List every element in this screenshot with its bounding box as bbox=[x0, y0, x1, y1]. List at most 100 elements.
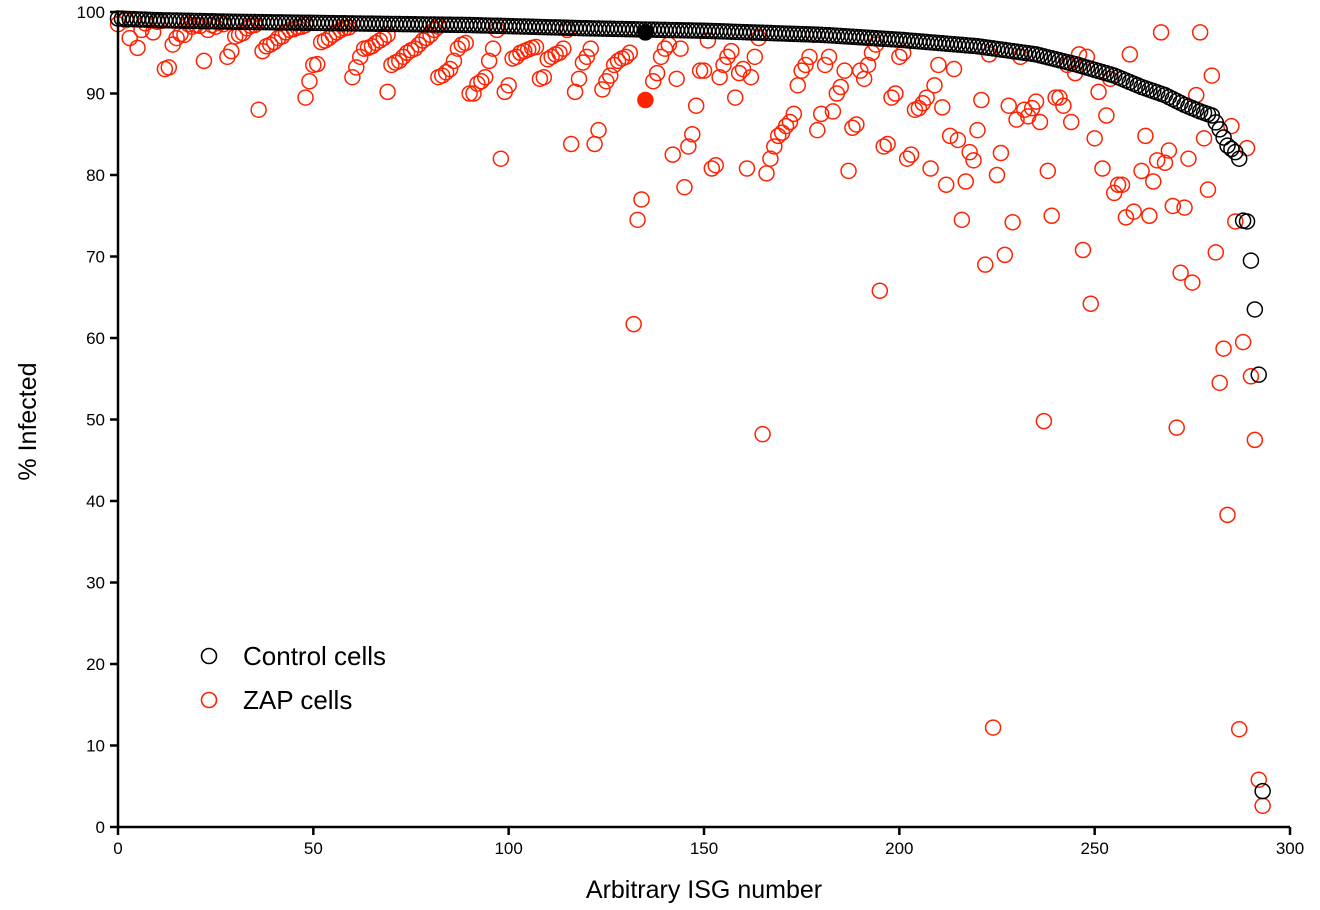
zap-cell-point bbox=[1199, 181, 1217, 198]
zap-cell-point bbox=[527, 38, 545, 56]
zap-cell-point bbox=[769, 127, 787, 145]
zap-cell-point bbox=[461, 85, 478, 102]
zap-cell-point bbox=[144, 24, 162, 41]
zap-cell-point bbox=[1168, 419, 1185, 436]
zap-cell-point bbox=[891, 48, 908, 66]
zap-cell-point bbox=[977, 256, 994, 273]
zap-cell-point bbox=[570, 70, 588, 88]
zap-cell-point bbox=[621, 44, 639, 61]
zap-cell-point bbox=[1047, 89, 1064, 106]
zap-cell-point bbox=[160, 59, 178, 76]
y-tick-label: 90 bbox=[86, 85, 105, 104]
control-highlighted-point bbox=[637, 24, 654, 41]
zap-cell-point bbox=[1227, 213, 1244, 230]
zap-cell-point bbox=[812, 105, 830, 123]
zap-cell-point bbox=[793, 62, 810, 79]
zap-cell-point bbox=[1246, 431, 1264, 449]
zap-cell-point bbox=[480, 52, 498, 70]
zap-cell-point bbox=[687, 97, 705, 114]
zap-cell-point bbox=[1090, 83, 1107, 101]
zap-cell-point bbox=[742, 68, 760, 86]
control-cell-point bbox=[1250, 366, 1267, 383]
zap-cell-point bbox=[707, 156, 724, 174]
control-cell-point bbox=[1211, 121, 1228, 138]
zap-cell-point bbox=[1223, 117, 1240, 135]
zap-cell-point bbox=[379, 26, 396, 44]
zap-cell-point bbox=[1121, 46, 1139, 63]
control-cell-point bbox=[1242, 252, 1260, 269]
zap-cell-point bbox=[629, 211, 646, 229]
zap-cell-point bbox=[691, 62, 709, 79]
zap-cell-point bbox=[832, 78, 849, 96]
zap-cell-point bbox=[582, 40, 599, 57]
zap-cell-point bbox=[754, 425, 771, 443]
zap-highlighted-point bbox=[637, 91, 654, 109]
zap-cell-point bbox=[762, 150, 779, 167]
zap-cell-point bbox=[598, 73, 615, 90]
zap-cell-point bbox=[676, 178, 693, 196]
zap-cell-point bbox=[1242, 368, 1260, 385]
zap-cell-point bbox=[668, 70, 685, 88]
zap-cell-point bbox=[344, 68, 361, 86]
zap-cell-point bbox=[1055, 97, 1072, 114]
zap-cell-point bbox=[601, 67, 619, 84]
zap-cell-point bbox=[195, 52, 213, 70]
zap-cell-point bbox=[308, 55, 326, 73]
zap-cell-point bbox=[684, 126, 701, 143]
zap-cell-point bbox=[996, 246, 1014, 264]
zap-cell-point bbox=[902, 146, 920, 163]
zap-cell-point bbox=[1145, 173, 1162, 190]
zap-cell-point bbox=[1051, 89, 1068, 106]
x-tick-label: 150 bbox=[690, 839, 718, 858]
zap-cell-point bbox=[1191, 24, 1209, 41]
y-axis-title: % Infected bbox=[14, 362, 42, 480]
y-tick-label: 20 bbox=[86, 655, 105, 674]
legend-label-control: Control cells bbox=[243, 641, 386, 671]
zap-cell-point bbox=[988, 166, 1006, 184]
zap-cell-point bbox=[984, 719, 1002, 736]
zap-cell-point bbox=[848, 116, 865, 133]
control-cell-point bbox=[1246, 301, 1264, 318]
zap-cell-point bbox=[1125, 203, 1142, 220]
zap-cell-point bbox=[1074, 241, 1092, 259]
zap-cell-point bbox=[1211, 374, 1228, 392]
zap-cell-point bbox=[1156, 154, 1174, 172]
zap-cell-point bbox=[1094, 160, 1111, 177]
zap-cell-point bbox=[543, 48, 560, 66]
zap-cell-point bbox=[766, 138, 783, 155]
zap-cell-point bbox=[887, 85, 904, 102]
legend-marker-zap bbox=[200, 691, 218, 709]
zap-cell-point bbox=[1004, 214, 1021, 231]
zap-cell-point bbox=[672, 40, 689, 57]
zap-cell-point bbox=[930, 56, 947, 74]
zap-cell-point bbox=[1000, 97, 1017, 114]
x-tick-label: 300 bbox=[1276, 839, 1304, 858]
zap-cell-point bbox=[859, 56, 877, 74]
zap-cell-point bbox=[898, 150, 916, 167]
y-tick-label: 10 bbox=[86, 737, 105, 756]
zap-cell-point bbox=[1250, 771, 1267, 788]
zap-cell-point bbox=[1184, 274, 1201, 291]
zap-cell-point bbox=[297, 89, 314, 106]
zap-cell-point bbox=[348, 59, 365, 76]
zap-cell-point bbox=[1141, 207, 1158, 224]
y-tick-label: 70 bbox=[86, 248, 105, 267]
x-tick-label: 200 bbox=[885, 839, 913, 858]
zap-cell-point bbox=[644, 73, 662, 90]
control-cell-point bbox=[1254, 782, 1271, 800]
y-tick-label: 100 bbox=[77, 3, 105, 22]
zap-cell-point bbox=[625, 315, 642, 333]
zap-cell-point bbox=[1176, 199, 1193, 216]
zap-cell-point bbox=[351, 48, 369, 66]
zap-cell-point bbox=[918, 89, 935, 106]
x-tick-label: 100 bbox=[494, 839, 522, 858]
zap-cell-point bbox=[1195, 130, 1213, 147]
axis-ticks: 0 50 100 150 200 250 300 0 10 20 30 40 50 60 70 80 90 100 bbox=[77, 3, 1305, 858]
legend-marker-control bbox=[200, 647, 218, 665]
zap-cell-point bbox=[1105, 184, 1123, 202]
legend-label-zap: ZAP cells bbox=[243, 685, 352, 715]
zap-cell-point bbox=[723, 42, 740, 60]
zap-cell-point bbox=[910, 99, 928, 117]
zap-cell-point bbox=[551, 44, 568, 61]
zap-cell-point bbox=[656, 40, 674, 57]
